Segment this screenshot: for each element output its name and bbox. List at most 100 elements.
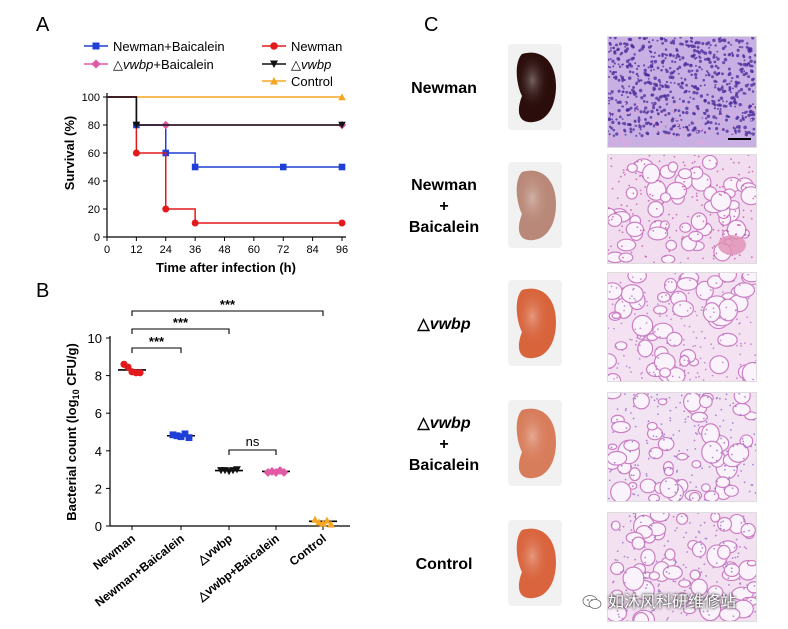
- tissue-nucleus: [633, 90, 636, 93]
- tissue-nucleus: [630, 598, 633, 601]
- tissue-nucleus: [715, 529, 718, 532]
- tissue-nucleus: [608, 50, 611, 53]
- tissue-nucleus: [697, 155, 700, 158]
- tissue-nucleus: [631, 295, 633, 298]
- survival-point: [338, 93, 346, 101]
- tissue-nucleus: [719, 107, 722, 111]
- tissue-nucleus: [647, 77, 650, 80]
- tissue-nucleus: [629, 127, 633, 131]
- tissue-nucleus: [664, 48, 668, 51]
- bacterial-y-tick-label: 2: [95, 481, 102, 496]
- tissue-nucleus: [624, 45, 627, 48]
- tissue-nucleus: [613, 50, 617, 54]
- tissue-nucleus: [652, 68, 655, 71]
- tissue-nucleus: [722, 221, 724, 223]
- tissue-nucleus: [737, 90, 741, 93]
- tissue-nucleus: [708, 50, 712, 55]
- tissue-nucleus: [749, 343, 752, 346]
- alveolus: [604, 373, 622, 389]
- bacterial-category-label: △vwbp+Baicalein: [194, 531, 282, 604]
- tissue-nucleus: [618, 616, 621, 618]
- tissue-nucleus: [736, 555, 739, 558]
- alveolus: [646, 421, 658, 431]
- legend-item-newman: Newman: [262, 39, 342, 54]
- tissue-nucleus: [743, 463, 745, 466]
- tissue-cell: [709, 111, 712, 114]
- panel-letter-a: A: [36, 14, 50, 36]
- tissue-cell: [635, 109, 638, 112]
- tissue-nucleus: [693, 439, 696, 442]
- tissue-nucleus: [732, 280, 735, 282]
- alveolus: [659, 477, 679, 499]
- alveolus: [610, 520, 621, 531]
- tissue-nucleus: [663, 37, 666, 40]
- tissue-nucleus: [709, 44, 712, 47]
- tissue-nucleus: [656, 39, 659, 42]
- tissue-nucleus: [661, 432, 663, 434]
- alveolus: [625, 221, 644, 238]
- survival-x-tick-label: 96: [336, 244, 348, 256]
- legend-item-control: Control: [262, 74, 333, 89]
- tissue-nucleus: [616, 197, 619, 200]
- tissue-nucleus: [689, 307, 692, 310]
- tissue-cell: [704, 141, 707, 144]
- tissue-nucleus: [620, 93, 624, 97]
- tissue-nucleus: [730, 96, 734, 100]
- tissue-nucleus: [747, 130, 751, 134]
- tissue-nucleus: [754, 610, 757, 613]
- tissue-nucleus: [700, 309, 703, 312]
- tissue-cell: [695, 122, 698, 125]
- tissue-nucleus: [722, 542, 725, 545]
- tissue-nucleus: [633, 53, 636, 56]
- tissue-nucleus: [669, 417, 672, 419]
- tissue-nucleus: [650, 55, 653, 58]
- survival-point: [162, 205, 170, 213]
- tissue-nucleus: [716, 50, 719, 53]
- tissue-nucleus: [609, 367, 612, 370]
- tissue-nucleus: [656, 393, 659, 396]
- tissue-nucleus: [676, 527, 678, 529]
- tissue-nucleus: [647, 420, 650, 423]
- tissue-nucleus: [713, 107, 717, 110]
- tissue-nucleus: [634, 62, 637, 65]
- alveolus: [659, 192, 672, 203]
- tissue-nucleus: [702, 257, 704, 260]
- tissue-nucleus: [617, 63, 620, 66]
- tissue-nucleus: [648, 154, 651, 157]
- tissue-nucleus: [664, 68, 667, 71]
- bacterial-point: [124, 363, 132, 371]
- tissue-nucleus: [634, 425, 637, 428]
- tissue-nucleus: [692, 90, 696, 95]
- tissue-nucleus: [739, 62, 742, 65]
- tissue-nucleus: [646, 132, 650, 136]
- tissue-cell: [621, 139, 624, 142]
- tissue-nucleus: [658, 583, 661, 586]
- tissue-nucleus: [725, 82, 729, 86]
- tissue-nucleus: [623, 393, 626, 396]
- tissue-nucleus: [610, 469, 613, 471]
- tissue-nucleus: [617, 78, 621, 82]
- tissue-nucleus: [639, 110, 643, 114]
- alveolus: [662, 565, 683, 580]
- tissue-nucleus: [705, 537, 708, 540]
- tissue-nucleus: [687, 415, 690, 418]
- tissue-nucleus: [747, 273, 749, 276]
- panel-letter-c: C: [424, 14, 439, 36]
- tissue-nucleus: [678, 376, 681, 379]
- tissue-cell: [681, 103, 684, 106]
- tissue-nucleus: [748, 490, 751, 493]
- tissue-nucleus: [664, 232, 667, 234]
- tissue-nucleus: [669, 467, 672, 470]
- tissue-nucleus: [690, 84, 694, 88]
- tissue-nucleus: [612, 46, 615, 50]
- tissue-cell: [673, 128, 676, 131]
- tissue-nucleus: [727, 73, 730, 77]
- tissue-nucleus: [660, 213, 662, 216]
- legend-item-newman-baicalein: Newman+Baicalein: [84, 39, 225, 54]
- tissue-nucleus: [637, 64, 640, 68]
- tissue-nucleus: [680, 394, 683, 397]
- tissue-nucleus: [708, 60, 712, 64]
- tissue-nucleus: [737, 62, 740, 65]
- tissue-nucleus: [681, 110, 684, 113]
- tissue-nucleus: [657, 589, 660, 591]
